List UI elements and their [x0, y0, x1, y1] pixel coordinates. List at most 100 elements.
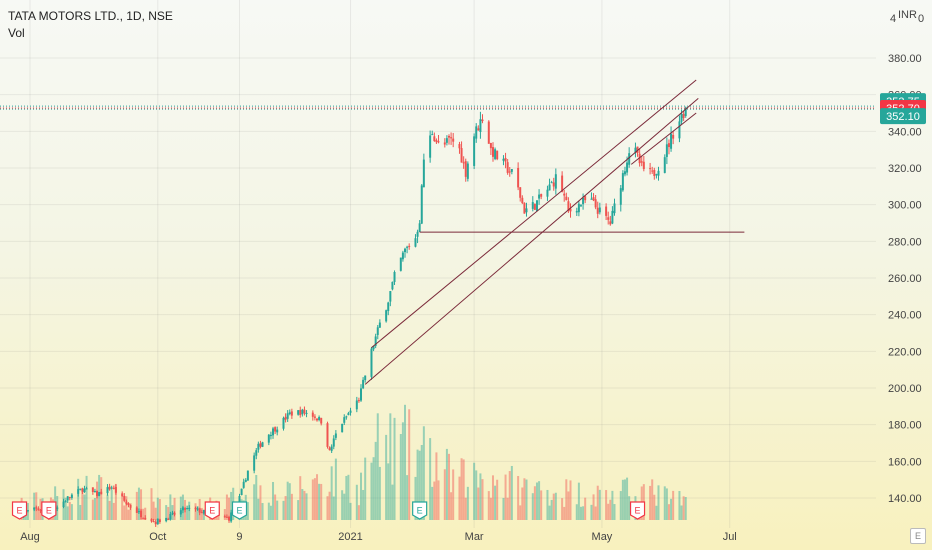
candle-body[interactable]	[299, 409, 302, 416]
candle-body[interactable]	[462, 162, 465, 164]
candle-body[interactable]	[538, 194, 541, 199]
candle-body[interactable]	[546, 189, 549, 197]
candle-body[interactable]	[422, 159, 425, 188]
trendlines[interactable]	[364, 79, 745, 385]
candle-body[interactable]	[79, 488, 82, 490]
candle-body[interactable]	[112, 487, 115, 489]
candle-body[interactable]	[33, 507, 36, 510]
candle-body[interactable]	[684, 107, 687, 116]
candle-body[interactable]	[481, 119, 484, 122]
candle-body[interactable]	[565, 196, 568, 201]
candle-body[interactable]	[181, 507, 184, 511]
candle-body[interactable]	[489, 143, 492, 149]
candle-body[interactable]	[387, 302, 390, 312]
candle-body[interactable]	[202, 510, 205, 514]
candle-body[interactable]	[114, 487, 117, 493]
candle-body[interactable]	[531, 202, 534, 209]
candle-body[interactable]	[496, 150, 499, 160]
candle-body[interactable]	[582, 197, 585, 205]
candle-body[interactable]	[179, 510, 182, 515]
candle-body[interactable]	[519, 187, 522, 198]
candle-body[interactable]	[62, 501, 65, 508]
candle-body[interactable]	[360, 388, 363, 401]
candle-body[interactable]	[621, 173, 624, 191]
candle-body[interactable]	[246, 470, 249, 481]
candle-body[interactable]	[649, 168, 652, 170]
candle-body[interactable]	[301, 409, 304, 415]
candle-body[interactable]	[561, 175, 564, 192]
candle-body[interactable]	[651, 170, 654, 172]
candle-body[interactable]	[156, 518, 159, 525]
candle-body[interactable]	[198, 508, 201, 513]
candle-body[interactable]	[253, 455, 256, 471]
candle-body[interactable]	[655, 174, 658, 176]
candle-body[interactable]	[320, 417, 323, 424]
symbol-title[interactable]: TATA MOTORS LTD., 1D, NSE	[8, 9, 173, 23]
candle-body[interactable]	[592, 197, 595, 201]
candle-body[interactable]	[200, 512, 203, 514]
candle-body[interactable]	[334, 433, 337, 438]
candle-body[interactable]	[584, 196, 587, 201]
candle-body[interactable]	[406, 246, 409, 248]
trendline[interactable]	[364, 97, 699, 385]
candle-body[interactable]	[106, 487, 109, 494]
candle-body[interactable]	[362, 379, 365, 389]
candle-body[interactable]	[297, 410, 300, 415]
candle-body[interactable]	[552, 182, 555, 187]
candle-body[interactable]	[347, 413, 350, 416]
volume-indicator-label[interactable]: Vol	[8, 26, 25, 40]
candle-body[interactable]	[255, 450, 258, 456]
candle-body[interactable]	[374, 336, 377, 346]
candle-body[interactable]	[165, 518, 168, 522]
candle-body[interactable]	[672, 135, 675, 139]
candle-body[interactable]	[39, 509, 42, 511]
candle-body[interactable]	[173, 512, 176, 515]
candle-body[interactable]	[579, 205, 582, 207]
candle-body[interactable]	[475, 126, 478, 139]
candle-body[interactable]	[634, 147, 637, 153]
candle-body[interactable]	[110, 487, 113, 489]
candle-body[interactable]	[535, 200, 538, 212]
candle-body[interactable]	[623, 171, 626, 175]
candle-body[interactable]	[135, 507, 138, 513]
candle-body[interactable]	[93, 490, 96, 492]
candle-body[interactable]	[393, 272, 396, 282]
candle-body[interactable]	[435, 140, 438, 143]
candle-body[interactable]	[261, 442, 264, 447]
candle-body[interactable]	[533, 203, 536, 210]
candle-body[interactable]	[657, 170, 660, 176]
earnings-event-icon[interactable]: E	[41, 501, 57, 520]
candle-body[interactable]	[628, 153, 631, 165]
candle-body[interactable]	[590, 198, 593, 200]
earnings-event-marker[interactable]	[204, 501, 220, 520]
earnings-event-icon[interactable]: E	[231, 501, 248, 520]
candle-body[interactable]	[125, 501, 128, 504]
candle-body[interactable]	[276, 429, 279, 433]
candle-body[interactable]	[127, 503, 130, 506]
price-axis[interactable]: 380.00360.00340.00320.00300.00280.00260.…	[888, 9, 924, 505]
candle-body[interactable]	[225, 516, 228, 518]
candle-body[interactable]	[345, 416, 348, 418]
candle-body[interactable]	[81, 488, 84, 492]
candle-body[interactable]	[479, 119, 482, 133]
candle-body[interactable]	[83, 488, 86, 493]
candle-body[interactable]	[494, 149, 497, 159]
candle-body[interactable]	[372, 345, 375, 350]
candle-body[interactable]	[364, 375, 367, 381]
candle-body[interactable]	[607, 217, 610, 220]
candle-body[interactable]	[137, 511, 140, 513]
candle-body[interactable]	[188, 507, 191, 509]
candle-body[interactable]	[594, 199, 597, 208]
candle-body[interactable]	[355, 400, 358, 410]
candle-body[interactable]	[401, 252, 404, 260]
candle-body[interactable]	[37, 508, 40, 510]
candle-body[interactable]	[85, 488, 88, 490]
candle-body[interactable]	[611, 210, 614, 224]
candle-body[interactable]	[196, 508, 199, 510]
earnings-event-marker[interactable]	[629, 501, 646, 520]
candle-body[interactable]	[508, 171, 511, 173]
candle-body[interactable]	[194, 507, 197, 510]
candle-body[interactable]	[452, 138, 455, 142]
